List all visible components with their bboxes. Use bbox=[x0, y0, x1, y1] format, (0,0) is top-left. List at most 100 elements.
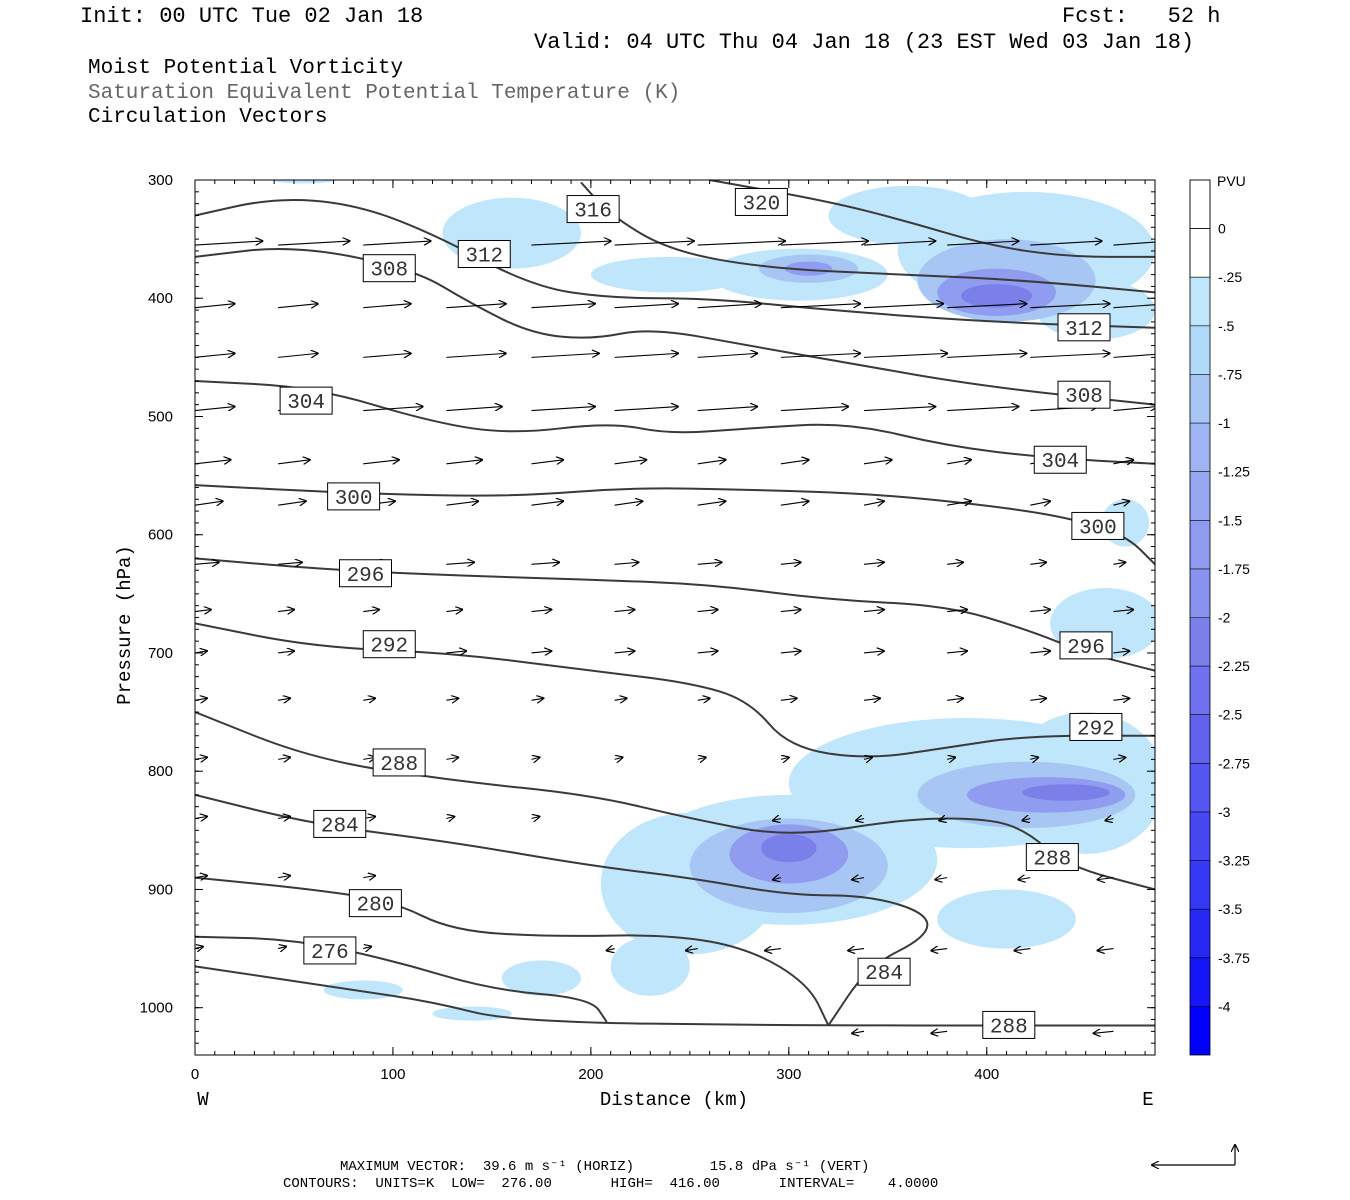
circulation-vector bbox=[278, 304, 318, 308]
colorbar-unit: PVU bbox=[1217, 173, 1246, 189]
contour-label-box bbox=[303, 936, 357, 965]
circulation-vector bbox=[363, 610, 379, 612]
circulation-vector bbox=[531, 562, 559, 564]
forecast-hour: Fcst: 52 h bbox=[1062, 4, 1221, 29]
theta-contour bbox=[195, 876, 830, 1026]
colorbar-tick-label: -.5 bbox=[1218, 318, 1235, 334]
circulation-vector bbox=[1018, 878, 1031, 880]
circulation-vector bbox=[363, 241, 430, 246]
circulation-vector bbox=[863, 562, 884, 564]
circulation-vector bbox=[864, 304, 943, 309]
circulation-vector bbox=[773, 878, 782, 880]
pv-shade-region bbox=[432, 1006, 512, 1021]
circulation-vector bbox=[852, 1031, 865, 1033]
circulation-vector bbox=[614, 353, 678, 358]
pv-shade-region bbox=[269, 180, 339, 184]
x-tick-label: 100 bbox=[380, 1066, 405, 1083]
contour-label-box bbox=[566, 195, 620, 224]
field-title-thetaes: Saturation Equivalent Potential Temperat… bbox=[88, 82, 681, 105]
colorbar-segment bbox=[1190, 860, 1210, 910]
circulation-vector bbox=[697, 241, 785, 246]
theta-contour bbox=[195, 380, 1155, 465]
pv-shade-region bbox=[784, 261, 833, 276]
circulation-vector bbox=[363, 407, 422, 412]
colorbar-tick-label: -3.25 bbox=[1218, 853, 1250, 869]
circulation-vector bbox=[780, 562, 801, 564]
circulation-vector bbox=[1094, 1031, 1114, 1033]
colorbar-segment bbox=[1190, 423, 1210, 472]
theta-contour bbox=[195, 965, 1155, 1027]
contour-label: 284 bbox=[865, 963, 903, 986]
field-title-pv: Moist Potential Vorticity bbox=[88, 57, 404, 80]
circulation-vector bbox=[531, 241, 610, 246]
circulation-vector bbox=[1113, 241, 1155, 246]
circulation-vector bbox=[446, 651, 466, 653]
pv-colorbar: 0 -.25 -.5 -.75 -1 -1.25 -1.5 -1.75 -2 -2.25 -2.5 -… bbox=[1189, 179, 1250, 1056]
circulation-vector bbox=[780, 460, 809, 464]
circulation-vector bbox=[1113, 562, 1125, 564]
circulation-vector bbox=[863, 698, 880, 700]
colorbar-segment bbox=[1190, 471, 1210, 521]
contour-label-box bbox=[734, 187, 788, 216]
colorbar-tick-label: -1.25 bbox=[1218, 464, 1250, 480]
circulation-vector bbox=[780, 241, 868, 246]
reference-vector bbox=[1152, 1145, 1235, 1165]
circulation-vector bbox=[195, 501, 223, 505]
max-vector-note: MAXIMUM VECTOR: 39.6 m s⁻¹ (HORIZ) 15.8 … bbox=[340, 1159, 870, 1175]
contour-label-box bbox=[372, 748, 426, 777]
circulation-vector bbox=[278, 757, 290, 759]
circulation-vector bbox=[1030, 304, 1109, 309]
colorbar-segment bbox=[1190, 909, 1210, 958]
circulation-vector bbox=[947, 562, 963, 564]
circulation-vector bbox=[446, 757, 458, 759]
colorbar-tick-label: -4 bbox=[1218, 998, 1231, 1014]
circulation-vector bbox=[277, 947, 286, 949]
circulation-vector bbox=[614, 241, 694, 246]
circulation-vector bbox=[931, 949, 948, 951]
y-axis-label: Pressure (hPa) bbox=[114, 545, 136, 705]
pv-shade-region bbox=[501, 960, 581, 996]
contour-label-box bbox=[362, 254, 416, 283]
theta-contour bbox=[195, 622, 1155, 758]
circulation-vector bbox=[614, 562, 639, 564]
circulation-vector bbox=[1113, 304, 1155, 309]
y-tick-label: 900 bbox=[148, 881, 173, 898]
circulation-vector bbox=[1113, 353, 1155, 358]
y-tick-label: 300 bbox=[148, 172, 173, 189]
y-tick-label: 600 bbox=[148, 527, 173, 544]
circulation-vector bbox=[947, 610, 967, 612]
circulation-vector bbox=[614, 757, 623, 759]
theta-contour bbox=[195, 247, 1155, 406]
circulation-vector bbox=[935, 878, 948, 880]
circulation-vector bbox=[195, 304, 235, 308]
colorbar-segment bbox=[1190, 617, 1210, 667]
pv-shade-region bbox=[937, 889, 1076, 949]
pv-shading bbox=[269, 180, 1155, 1021]
contour-label-box bbox=[857, 957, 911, 986]
x-axis-label: Distance (km) bbox=[600, 1089, 748, 1111]
x-tick-label: 0 bbox=[191, 1066, 199, 1083]
circulation-vector bbox=[363, 698, 375, 700]
circulation-vector bbox=[363, 947, 371, 949]
colorbar-tick-label: -2 bbox=[1218, 610, 1231, 626]
pv-shade-region bbox=[1022, 784, 1110, 801]
circulation-vector bbox=[947, 460, 971, 464]
circulation-vector bbox=[780, 407, 848, 412]
circulation-vector bbox=[863, 610, 884, 612]
circulation-vector bbox=[864, 241, 935, 246]
colorbar-tick-label: -1.75 bbox=[1218, 561, 1250, 577]
contour-label-box bbox=[982, 1010, 1036, 1039]
circulation-vector bbox=[780, 353, 860, 358]
circulation-vector bbox=[1113, 651, 1129, 653]
contour-label-box bbox=[1059, 631, 1113, 660]
circulation-vector bbox=[697, 501, 726, 505]
contour-label-box bbox=[348, 889, 402, 918]
circulation-vector bbox=[195, 407, 235, 411]
circulation-vector bbox=[446, 562, 474, 564]
colorbar-tick-label: 0 bbox=[1218, 221, 1226, 237]
colorbar-segment bbox=[1190, 714, 1210, 764]
colorbar-segment bbox=[1190, 1006, 1210, 1055]
circulation-vector bbox=[697, 353, 757, 358]
circulation-vector bbox=[780, 501, 809, 505]
